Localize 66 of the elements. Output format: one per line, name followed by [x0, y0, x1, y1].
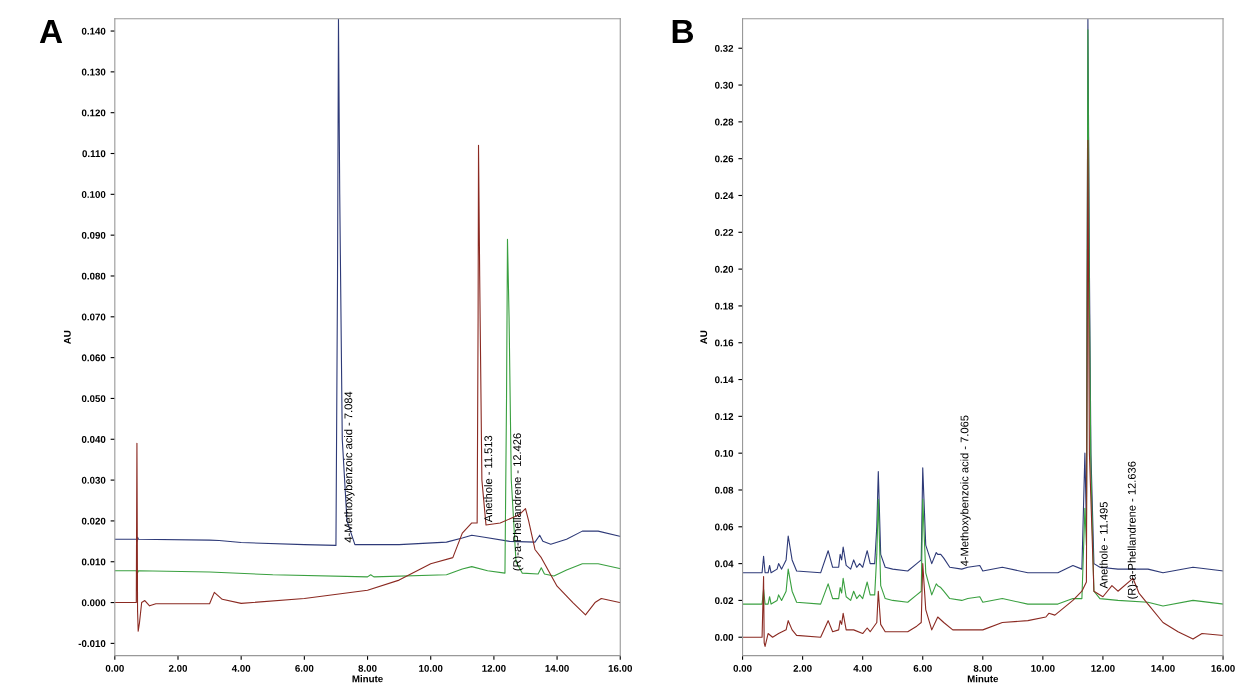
y-tick-label: -0.010	[78, 640, 106, 647]
x-tick-label: 10.00	[419, 664, 443, 672]
y-tick-label: 0.22	[715, 229, 734, 236]
y-tick-label: 0.16	[715, 339, 734, 347]
x-tick-label: 2.00	[793, 664, 812, 672]
y-tick-label: 0.20	[715, 265, 734, 273]
x-axis-title: Minute	[967, 675, 999, 683]
y-tick-label: 0.090	[81, 231, 106, 239]
x-tick-label: 6.00	[913, 664, 932, 672]
y-tick-label: 0.100	[81, 191, 106, 198]
y-tick-label: 0.14	[715, 376, 734, 384]
x-tick-label: 12.00	[1091, 664, 1115, 672]
y-tick-label: 0.30	[715, 81, 734, 89]
y-tick-label: 0.10	[715, 449, 734, 457]
line-series	[114, 238, 621, 578]
y-tick-label: 0.140	[81, 27, 106, 35]
y-tick-label: 0.060	[81, 354, 106, 362]
y-tick-label: 0.030	[81, 476, 106, 484]
y-tick-label: 0.26	[715, 155, 734, 163]
y-tick-label: 0.02	[715, 597, 734, 605]
y-tick-label: 0.080	[81, 272, 106, 280]
y-axis-title: AU	[700, 330, 708, 344]
annotation: 4-Methoxybenzoic acid - 7.084	[344, 391, 355, 543]
x-tick-label: 12.00	[482, 664, 506, 672]
y-tick-label: 0.08	[715, 486, 734, 494]
y-tick-label: 0.000	[81, 599, 106, 607]
x-tick-label: 4.00	[231, 664, 251, 672]
y-tick-label: 0.24	[715, 192, 734, 200]
annotation: (R)-a-Phellandrene - 12.426	[512, 433, 524, 571]
line-series	[114, 144, 621, 632]
x-tick-label: 16.00	[608, 664, 633, 672]
annotation: Anethole - 11.513	[484, 435, 493, 523]
y-tick-label: 0.110	[82, 150, 106, 158]
y-tick-label: 0.32	[715, 44, 734, 52]
y-tick-label: 0.12	[715, 413, 734, 420]
chart-title: A	[39, 20, 63, 43]
y-axis-title: AU	[63, 330, 71, 344]
line-series	[742, 139, 1224, 647]
y-tick-label: 0.130	[81, 68, 106, 76]
x-tick-label: 0.00	[733, 664, 752, 672]
x-tick-label: 14.00	[1151, 664, 1175, 672]
y-tick-label: 0.18	[715, 302, 734, 310]
x-tick-label: 8.00	[358, 664, 377, 672]
y-tick-label: 0.28	[715, 118, 734, 126]
y-tick-label: 0.00	[715, 633, 734, 641]
y-tick-label: 0.040	[81, 436, 106, 443]
y-tick-label: 0.120	[81, 109, 106, 117]
annotation: Anethole - 11.495	[1099, 502, 1108, 589]
x-tick-label: 16.00	[1211, 664, 1235, 672]
x-axis-title: Minute	[352, 675, 383, 683]
x-tick-label: 4.00	[853, 664, 872, 672]
annotation: 4-Methoxybenzoic acid - 7.065	[960, 415, 971, 567]
x-tick-label: 2.00	[168, 664, 188, 672]
y-tick-label: 0.070	[81, 313, 106, 321]
x-tick-label: 8.00	[973, 664, 992, 672]
x-tick-label: 0.00	[105, 664, 124, 672]
y-tick-label: 0.06	[715, 523, 734, 531]
y-tick-label: 0.010	[81, 558, 106, 566]
y-tick-label: 0.050	[81, 395, 106, 403]
y-tick-label: 0.020	[81, 517, 106, 525]
chart-title: B	[672, 20, 694, 43]
x-tick-label: 6.00	[295, 664, 314, 672]
y-tick-label: 0.04	[715, 560, 734, 568]
x-tick-label: 14.00	[545, 664, 569, 672]
x-tick-label: 10.00	[1031, 664, 1055, 672]
annotation: (R)-a-Phellandrene - 12.636	[1127, 461, 1138, 599]
